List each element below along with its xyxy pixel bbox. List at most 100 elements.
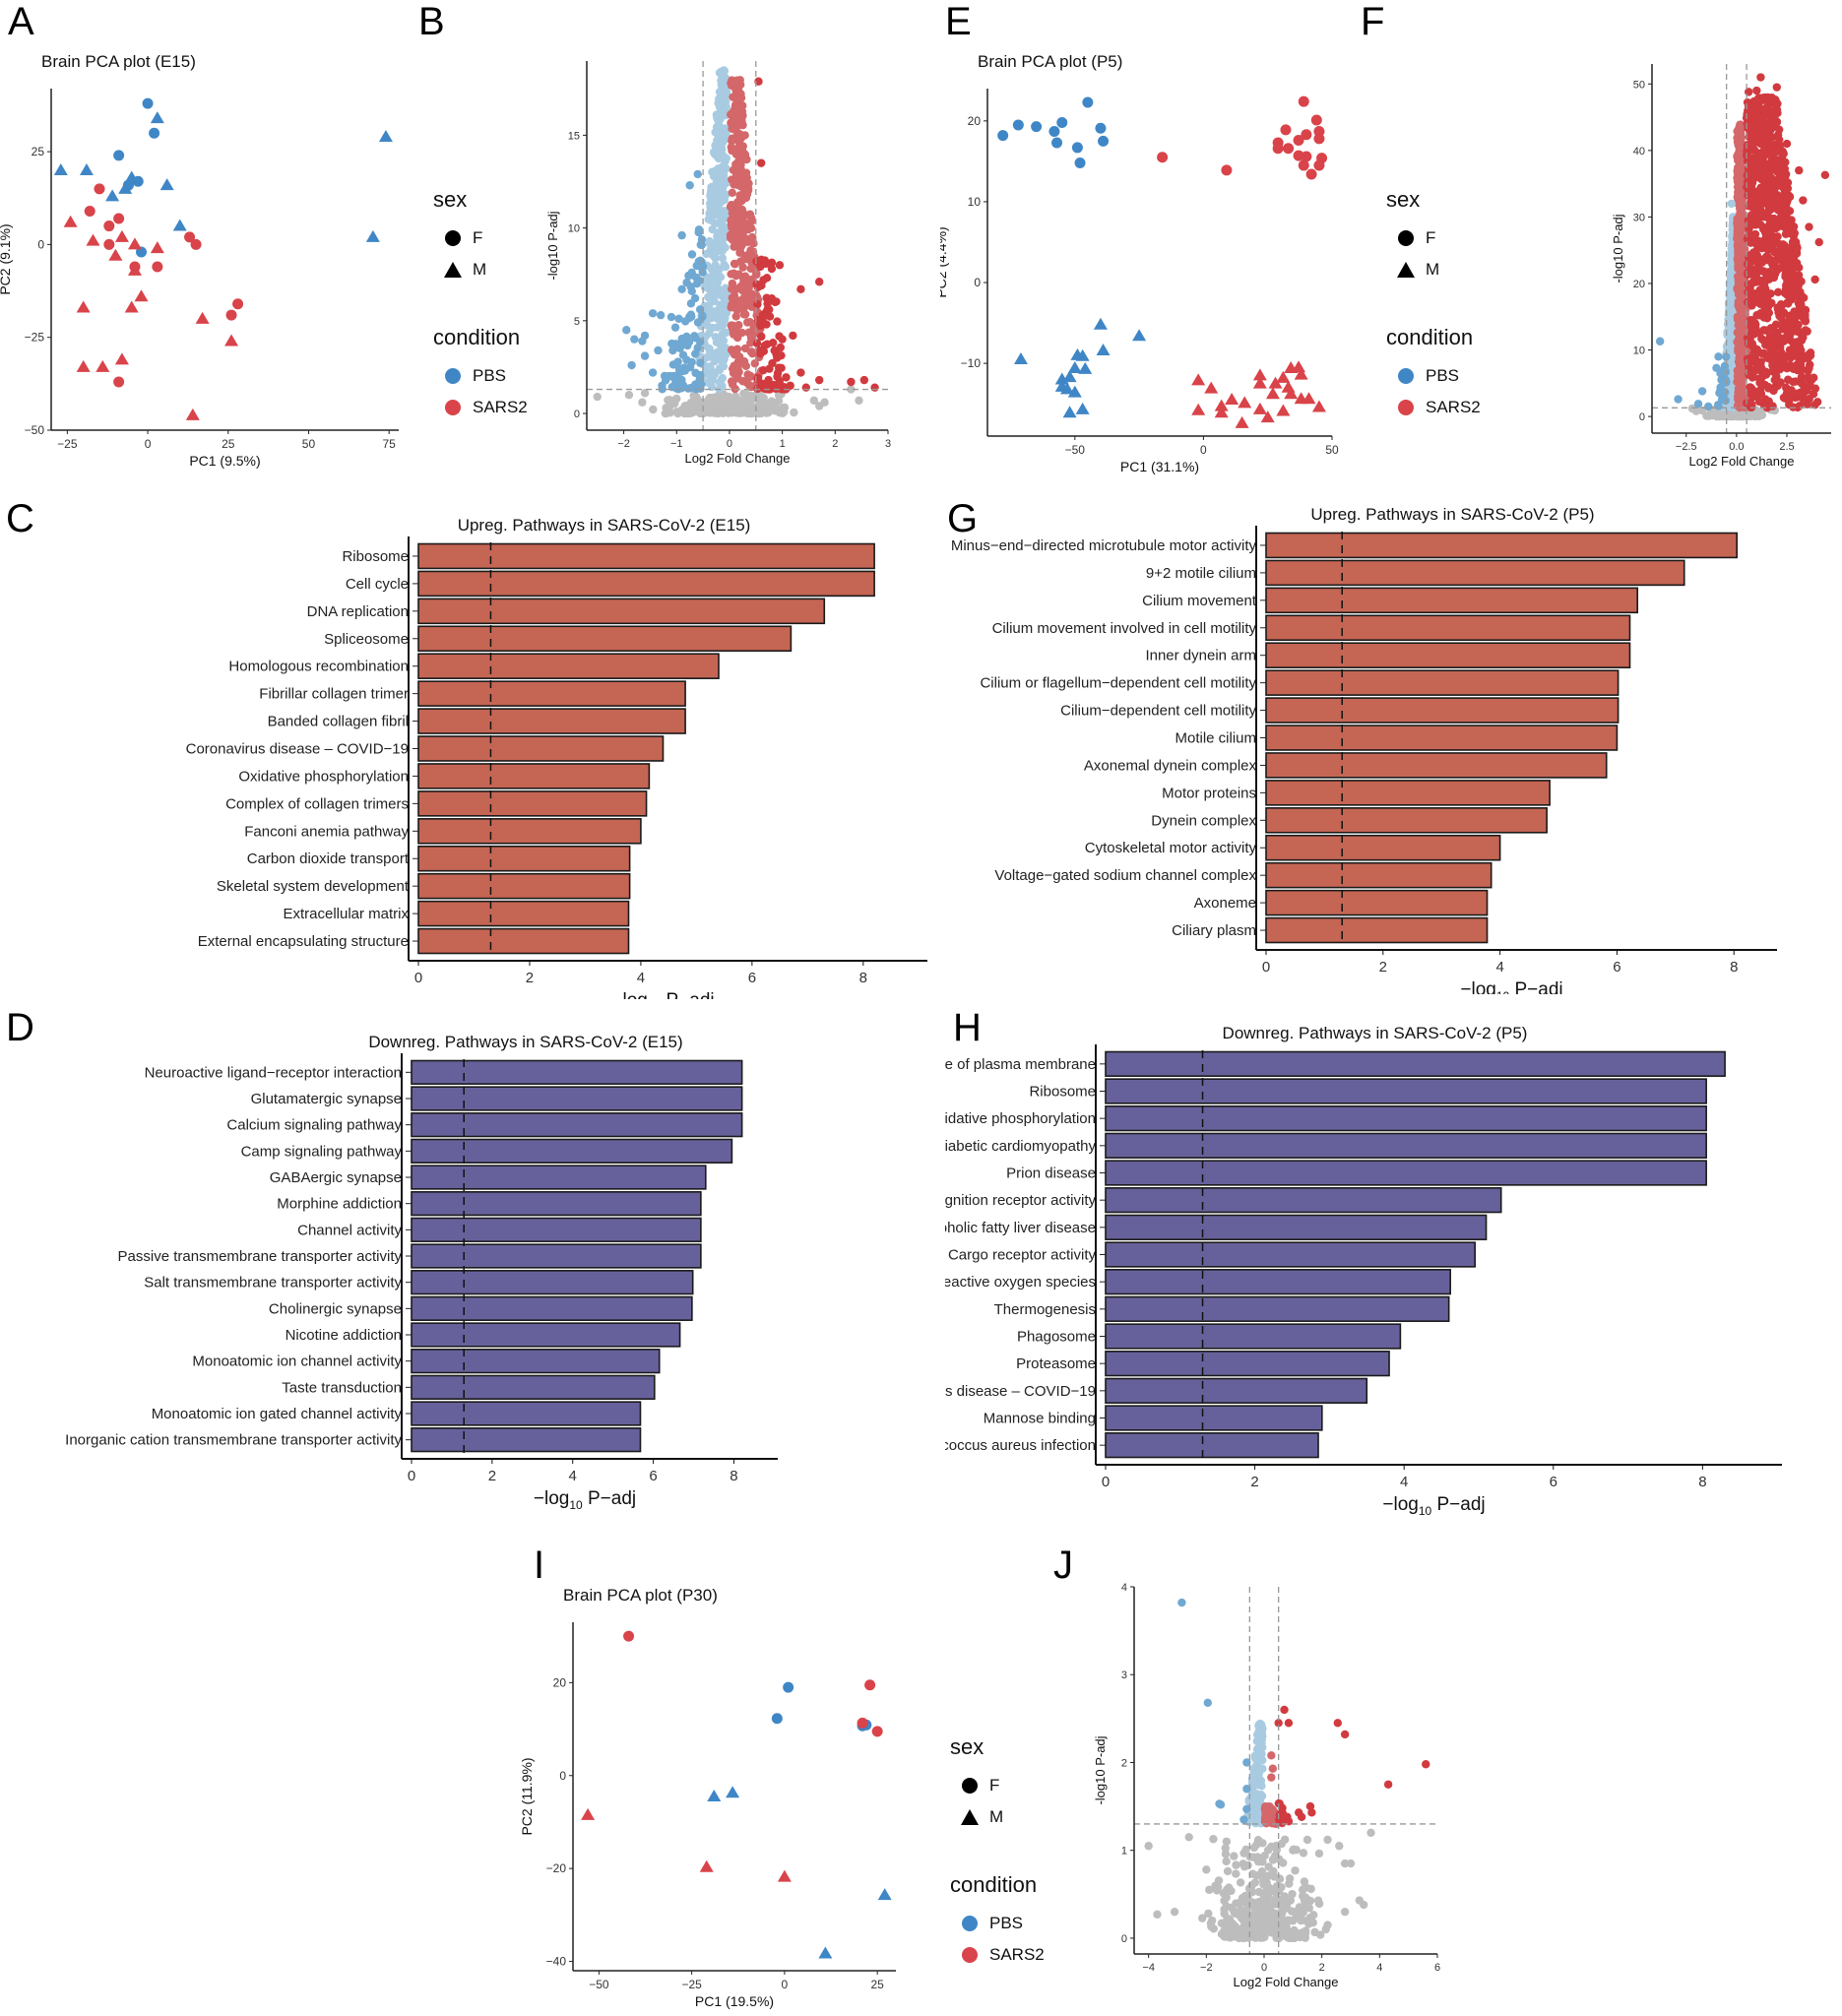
legend-item-pbs: PBS xyxy=(433,360,528,392)
data-point-pbs-male xyxy=(1093,317,1108,330)
up-gene-point xyxy=(1761,235,1771,244)
ns-gene-point xyxy=(1248,1869,1257,1878)
up-gene-point-weak xyxy=(728,188,736,198)
data-point-sars2-male xyxy=(1252,368,1267,381)
y-tick-label: −25 xyxy=(25,331,45,345)
down-gene-point-weak xyxy=(710,271,719,280)
data-point-sars2-male xyxy=(1238,396,1252,409)
chart-title: Upreg. Pathways in SARS-CoV-2 (P5) xyxy=(1310,505,1594,524)
legend-item-f: F xyxy=(1386,222,1481,254)
up-gene-point xyxy=(789,331,797,341)
category-label: Fanconi anemia pathway xyxy=(244,823,409,840)
x-tick-label: 4 xyxy=(1495,959,1503,976)
down-gene-point xyxy=(696,358,705,367)
ns-gene-point xyxy=(1302,1882,1310,1892)
bar xyxy=(411,1191,702,1217)
up-gene-point xyxy=(765,305,774,314)
bar xyxy=(417,598,826,625)
up-gene-point xyxy=(1756,73,1765,82)
ns-gene-point xyxy=(1277,1909,1287,1919)
category-label: Passive transmembrane transporter activi… xyxy=(118,1248,403,1265)
up-gene-point xyxy=(1750,229,1760,239)
data-point-sars2-female xyxy=(1298,159,1309,171)
up-gene-point xyxy=(1748,299,1757,308)
category-label: Skeletal system development xyxy=(217,878,410,895)
ns-gene-point xyxy=(1285,1874,1295,1883)
up-gene-point xyxy=(1750,133,1759,142)
down-gene-point xyxy=(1239,1815,1248,1824)
ns-gene-point xyxy=(1212,1886,1222,1895)
down-gene-point xyxy=(638,337,647,346)
data-point-sars2-female xyxy=(1313,133,1325,145)
down-gene-point xyxy=(674,314,683,324)
bar xyxy=(1265,559,1685,587)
chart-d-downreg-e15: Downreg. Pathways in SARS-CoV-2 (E15) Neu… xyxy=(65,1033,778,1512)
circle-icon xyxy=(962,1916,978,1931)
down-gene-point xyxy=(1721,396,1730,406)
category-label: Spliceosome xyxy=(324,631,409,648)
chart-f-volcano-p5: −2.5 0.0 2.5 0 10 20 30 40 50 Log2 Fold Change -lo… xyxy=(1611,64,1831,469)
up-gene-point xyxy=(1754,289,1764,299)
up-gene-point-weak xyxy=(1738,376,1747,385)
category-label: Mannose binding xyxy=(984,1411,1096,1427)
up-gene-point-weak xyxy=(747,217,756,225)
chart-h-downreg-p5: Downreg. Pathways in SARS-CoV-2 (P5) Exte… xyxy=(945,1024,1782,1518)
down-gene-point-weak xyxy=(717,221,727,230)
x-tick-label: 6 xyxy=(649,1468,657,1484)
x-tick-label: 50 xyxy=(1325,443,1339,457)
up-gene-point xyxy=(1788,237,1798,246)
data-point-sars2-male xyxy=(114,352,129,365)
ns-gene-point xyxy=(815,402,824,410)
up-gene-point xyxy=(1781,169,1791,179)
up-gene-point xyxy=(1797,301,1806,310)
legend-i: sex F M condition PBS SARS2 xyxy=(950,1734,1045,1971)
down-gene-point-weak xyxy=(708,200,717,210)
up-gene-point-weak xyxy=(727,216,735,225)
up-gene-point xyxy=(773,353,782,362)
bar xyxy=(411,1295,693,1321)
data-point-sars2-female xyxy=(84,205,95,217)
bar xyxy=(411,1138,733,1164)
category-label: Cilium−dependent cell motility xyxy=(1060,703,1256,720)
up-gene-point xyxy=(1791,312,1800,322)
x-axis-label: −log10 P−adj xyxy=(1382,1494,1485,1518)
data-point-pbs-male xyxy=(1062,370,1077,383)
legend-sex-title: sex xyxy=(433,187,468,212)
bar xyxy=(1265,614,1631,642)
down-gene-point xyxy=(622,326,631,335)
ns-gene-point xyxy=(1300,1896,1309,1906)
up-gene-point xyxy=(1758,95,1767,105)
data-point-sars2-female xyxy=(1310,114,1322,126)
up-gene-point xyxy=(1750,187,1759,196)
up-gene-point-weak xyxy=(735,191,744,200)
ns-gene-point xyxy=(624,390,634,400)
down-gene-point-weak xyxy=(1249,1812,1258,1821)
ns-gene-point xyxy=(1289,1846,1298,1855)
up-gene-point xyxy=(765,312,775,321)
down-gene-point xyxy=(692,273,701,283)
category-label: Cilium movement involved in cell motilit… xyxy=(992,620,1257,637)
down-gene-point-weak xyxy=(721,284,730,292)
ns-gene-point xyxy=(593,392,602,402)
x-tick-label: −2.5 xyxy=(1676,441,1697,453)
up-gene-point-weak xyxy=(747,233,757,242)
category-label: External encapsulating structure xyxy=(198,933,409,950)
data-point-sars2-female xyxy=(1272,143,1284,155)
down-gene-point xyxy=(1714,352,1723,361)
category-label: Carbon dioxide transport xyxy=(247,850,410,867)
data-point-sars2-female xyxy=(232,298,244,310)
category-label: Ribosome xyxy=(1029,1084,1096,1101)
down-gene-point xyxy=(676,339,685,348)
y-tick-label: 20 xyxy=(1633,279,1645,290)
ns-gene-point xyxy=(1214,1876,1224,1885)
data-point-pbs-male xyxy=(1132,329,1147,342)
ns-gene-point xyxy=(1366,1828,1375,1838)
up-gene-point xyxy=(1763,244,1772,254)
ns-gene-point xyxy=(1268,1922,1277,1931)
up-gene-point-weak xyxy=(1734,136,1743,145)
up-gene-point xyxy=(1766,151,1775,160)
up-gene-point xyxy=(1758,267,1767,276)
triangle-icon xyxy=(961,1809,979,1825)
up-gene-point xyxy=(1790,228,1800,238)
down-gene-point-weak xyxy=(703,305,712,314)
